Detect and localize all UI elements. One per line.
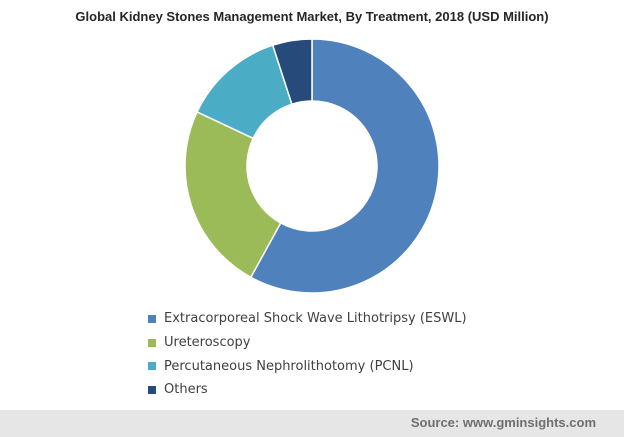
legend-label: Ureteroscopy	[164, 335, 251, 351]
donut-slice-4	[271, 38, 313, 106]
legend-label: Extracorporeal Shock Wave Lithotripsy (E…	[164, 311, 467, 327]
legend-swatch	[148, 362, 156, 371]
donut-slice-1	[249, 38, 440, 294]
donut-chart	[184, 38, 440, 294]
legend-item: Extracorporeal Shock Wave Lithotripsy (E…	[148, 307, 467, 331]
chart-title: Global Kidney Stones Management Market, …	[75, 9, 549, 24]
footer-bar: Source: www.gminsights.com	[0, 410, 624, 437]
legend-swatch	[148, 338, 156, 347]
source-text: Source: www.gminsights.com	[410, 415, 596, 430]
legend-item: Ureteroscopy	[148, 331, 467, 355]
legend-swatch	[148, 385, 156, 394]
legend-item: Others	[148, 378, 467, 402]
donut-slice-2	[184, 110, 282, 279]
legend-swatch	[148, 314, 156, 323]
legend-label: Others	[164, 382, 208, 398]
legend-label: Percutaneous Nephrolithotomy (PCNL)	[164, 358, 414, 374]
legend-item: Percutaneous Nephrolithotomy (PCNL)	[148, 354, 467, 378]
chart-legend: Extracorporeal Shock Wave Lithotripsy (E…	[148, 307, 467, 402]
